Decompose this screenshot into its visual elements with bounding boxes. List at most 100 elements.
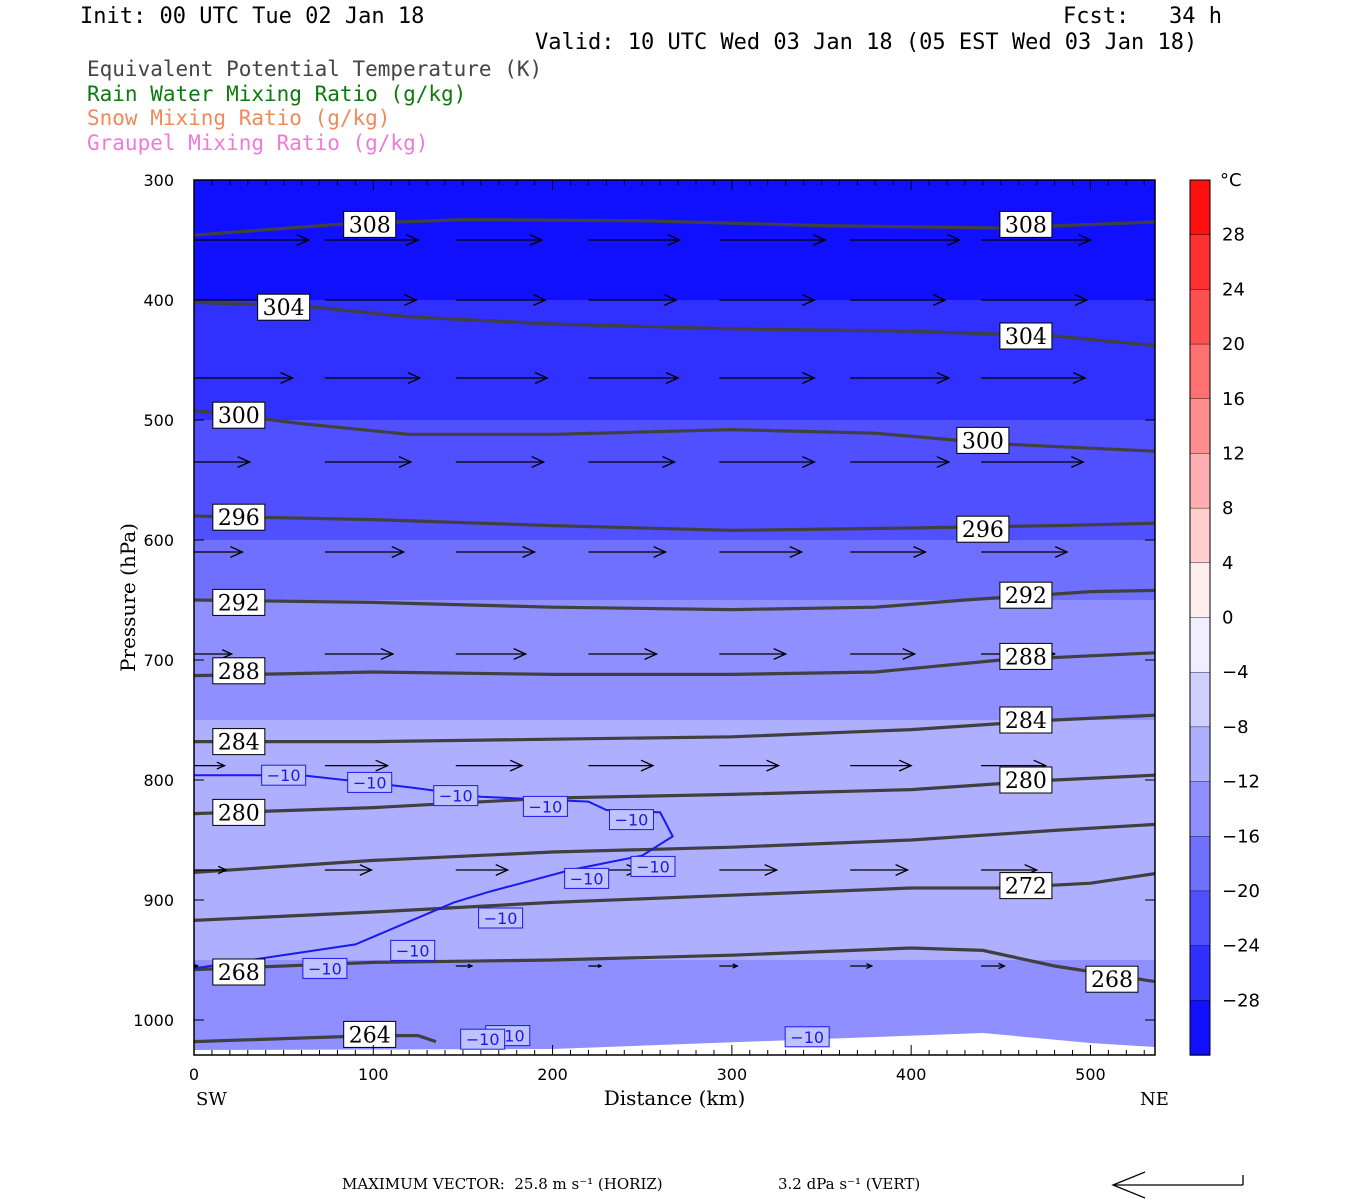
theta-e-label-text: 272 [1005, 875, 1047, 900]
wind-arrow [588, 963, 603, 969]
isotherm-label: −10 [478, 907, 524, 929]
wind-arrow [850, 294, 947, 306]
wind-arrow [588, 546, 668, 558]
y-tick-label: 600 [143, 531, 174, 550]
theta-e-label-text: 288 [218, 660, 260, 685]
colorbar-swatch [1189, 398, 1211, 455]
y-tick-label: 400 [143, 291, 174, 310]
legend-snow: Snow Mixing Ratio (g/kg) [87, 106, 391, 130]
isotherm-label-text: −10 [308, 959, 342, 978]
wind-arrow [588, 648, 659, 660]
wind-arrow [719, 546, 804, 558]
wind-arrow [981, 372, 1087, 384]
theta-e-label-text: 304 [263, 296, 305, 321]
contour-labels: 308 308 304 304 300 300 296 296 292 292 288 288 284 2… [212, 210, 1139, 1050]
colorbar-swatch [1189, 671, 1211, 728]
theta-e-label-text: 308 [1005, 213, 1047, 238]
wind-arrow [324, 759, 390, 772]
theta-e-label: 272 [999, 872, 1053, 900]
theta-e-label: 284 [999, 706, 1053, 734]
colorbar-swatch [1189, 945, 1211, 1002]
wind-arrow [194, 865, 228, 875]
reference-vector [1111, 1171, 1244, 1199]
isotherm-label-text: −10 [570, 869, 604, 888]
theta-e-line-276 [194, 822, 1155, 874]
wind-arrow [324, 546, 406, 558]
colorbar-tick-label: 16 [1222, 389, 1245, 410]
colorbar-swatch [1189, 234, 1211, 291]
y-tick-label: 300 [143, 171, 174, 190]
isotherm-label: −10 [261, 764, 307, 786]
theta-e-label-text: 292 [1005, 584, 1047, 609]
wind-arrow [850, 546, 928, 558]
isotherm-label: −10 [630, 855, 676, 877]
forecast-hour: Fcst: 34 h [1063, 4, 1222, 29]
wind-arrow [324, 234, 420, 246]
wind-arrow [719, 648, 788, 660]
theta-e-label-text: 280 [1005, 769, 1047, 794]
temperature-band [194, 240, 1155, 301]
wind-arrow [719, 372, 816, 384]
theta-e-label: 308 [343, 210, 397, 238]
y-tick-label: 1000 [133, 1011, 174, 1030]
wind-arrow [455, 234, 544, 246]
theta-e-label-text: 300 [962, 429, 1004, 454]
colorbar-tick-label: −20 [1222, 881, 1260, 902]
colorbar-swatch [1189, 726, 1211, 783]
theta-e-label-text: 304 [1005, 325, 1047, 350]
colorbar-tick-label: −24 [1222, 936, 1260, 957]
wind-arrow [324, 294, 418, 306]
x-axis-title: Distance (km) [604, 1086, 746, 1110]
colorbar-tick-label: −16 [1222, 826, 1260, 847]
wind-arrow [455, 864, 510, 876]
wind-arrow [455, 648, 528, 660]
wind-arrow [588, 759, 655, 772]
isotherm-label-text: −10 [636, 857, 670, 876]
theta-e-label-text: 288 [1005, 645, 1047, 670]
x-tick-label: 200 [537, 1065, 568, 1084]
theta-e-label-text: 296 [962, 518, 1004, 543]
wind-arrow [850, 759, 913, 772]
wind-arrow [981, 962, 1006, 970]
theta-e-line-280 [194, 773, 1155, 816]
isotherm-label-text: −10 [484, 909, 518, 928]
legend-graupel: Graupel Mixing Ratio (g/kg) [87, 131, 429, 155]
colorbar-tick-label: 4 [1222, 553, 1233, 574]
theta-e-label: 304 [257, 293, 311, 321]
isotherm-label-text: −10 [466, 1030, 500, 1049]
theta-e-label: 284 [212, 728, 266, 756]
wind-arrow [324, 456, 413, 468]
temperature-band [194, 420, 1155, 481]
wind-arrow [588, 294, 678, 306]
temperature-fill [194, 180, 1155, 1055]
theta-e-label: 292 [212, 588, 266, 616]
wind-arrow [324, 864, 374, 876]
wind-arrow [455, 372, 549, 384]
x-tick-label: 300 [717, 1065, 748, 1084]
max-vector-label: MAXIMUM VECTOR: 25.8 m s⁻¹ (HORIZ) [342, 1175, 663, 1193]
isotherm-label-text: −10 [529, 797, 563, 816]
theta-e-line-284 [194, 713, 1155, 744]
wind-arrow [455, 963, 474, 969]
colorbar-tick-label: −12 [1222, 772, 1260, 793]
theta-e-label-text: 296 [218, 506, 260, 531]
wind-arrow [719, 294, 816, 306]
theta-e-label-text: 284 [218, 731, 260, 756]
wind-arrow [850, 234, 962, 246]
wind-arrow [850, 648, 917, 660]
legend-rain-water: Rain Water Mixing Ratio (g/kg) [87, 82, 467, 106]
terrain [194, 1033, 1155, 1055]
wind-arrow [194, 546, 244, 558]
colorbar-tick-label: −4 [1222, 662, 1249, 683]
wind-arrow [324, 648, 395, 660]
x-tick-label: 0 [189, 1065, 199, 1084]
wind-arrow [194, 761, 227, 770]
isotherm-label: −10 [347, 771, 393, 793]
isotherm-label-text: −10 [615, 811, 649, 830]
y-tick-label: 900 [143, 891, 174, 910]
colorbar-tick-label: 0 [1222, 608, 1233, 629]
theta-e-label-text: 280 [218, 801, 260, 826]
temperature-band [194, 960, 1155, 1021]
y-tick-label: 500 [143, 411, 174, 430]
x-endpoint-right: NE [1140, 1089, 1169, 1110]
